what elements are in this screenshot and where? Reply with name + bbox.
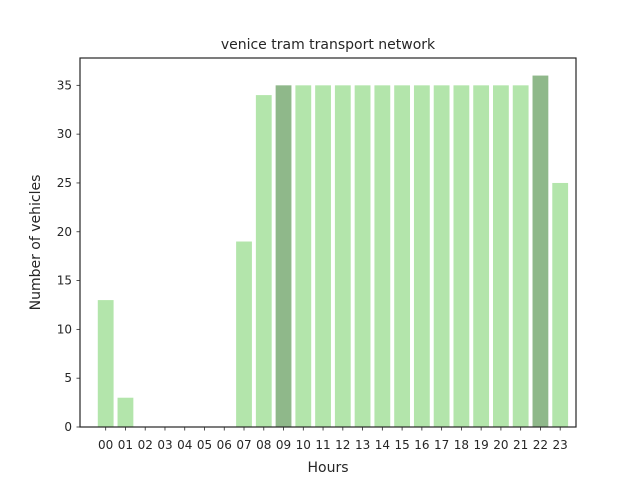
x-tick-label-02: 02 bbox=[138, 438, 153, 452]
bar-12 bbox=[334, 85, 351, 427]
bar-01 bbox=[117, 397, 134, 427]
x-tick-label-04: 04 bbox=[177, 438, 192, 452]
bar-15 bbox=[394, 85, 411, 427]
y-axis-label: Number of vehicles bbox=[28, 175, 44, 311]
x-tick-label-22: 22 bbox=[533, 438, 548, 452]
x-tick-label-19: 19 bbox=[474, 438, 489, 452]
bar-10 bbox=[295, 85, 312, 427]
y-tick-label-15: 15 bbox=[57, 274, 72, 288]
x-tick-label-08: 08 bbox=[256, 438, 271, 452]
x-tick-label-07: 07 bbox=[236, 438, 251, 452]
x-tick-label-23: 23 bbox=[553, 438, 568, 452]
x-tick-label-18: 18 bbox=[454, 438, 469, 452]
x-tick-label-05: 05 bbox=[197, 438, 212, 452]
x-tick-label-20: 20 bbox=[493, 438, 508, 452]
bar-18 bbox=[453, 85, 470, 427]
x-tick-label-16: 16 bbox=[414, 438, 429, 452]
y-tick-label-10: 10 bbox=[57, 322, 72, 336]
y-tick-label-25: 25 bbox=[57, 176, 72, 190]
x-tick-label-13: 13 bbox=[355, 438, 370, 452]
x-tick-label-11: 11 bbox=[315, 438, 330, 452]
bar-23 bbox=[552, 182, 569, 427]
bar-16 bbox=[413, 85, 430, 427]
bar-08 bbox=[255, 95, 272, 427]
bar-22 bbox=[532, 75, 549, 428]
bar-19 bbox=[473, 85, 490, 427]
y-tick-label-0: 0 bbox=[64, 420, 72, 434]
x-tick-label-01: 01 bbox=[118, 438, 133, 452]
x-axis-label: Hours bbox=[307, 460, 348, 476]
x-tick-label-06: 06 bbox=[217, 438, 232, 452]
y-tick-label-35: 35 bbox=[57, 78, 72, 92]
bar-17 bbox=[433, 85, 450, 427]
x-tick-label-00: 00 bbox=[98, 438, 113, 452]
plot-frame bbox=[79, 57, 577, 428]
bar-00 bbox=[97, 300, 114, 427]
y-tick-label-20: 20 bbox=[57, 225, 72, 239]
bars-group bbox=[97, 75, 569, 428]
bar-21 bbox=[512, 85, 529, 427]
x-tick-label-15: 15 bbox=[394, 438, 409, 452]
x-tick-label-09: 09 bbox=[276, 438, 291, 452]
bar-13 bbox=[354, 85, 371, 427]
y-axis-ticks: 0 5 10 15 20 25 30 35 bbox=[57, 78, 80, 434]
y-tick-label-5: 5 bbox=[64, 371, 72, 385]
bar-11 bbox=[315, 85, 331, 427]
x-tick-label-21: 21 bbox=[513, 438, 528, 452]
bar-09 bbox=[275, 85, 292, 427]
x-tick-label-17: 17 bbox=[434, 438, 449, 452]
x-axis-ticks: 00 01 02 03 04 05 06 07 08 09 10 11 12 13 14 15 16 17 18 19… bbox=[98, 427, 568, 452]
chart-title: venice tram transport network bbox=[221, 37, 436, 53]
x-tick-label-14: 14 bbox=[375, 438, 390, 452]
bar-14 bbox=[374, 85, 391, 427]
bar-20 bbox=[493, 85, 509, 427]
x-tick-label-03: 03 bbox=[157, 438, 172, 452]
y-tick-label-30: 30 bbox=[57, 127, 72, 141]
bar-07 bbox=[236, 241, 252, 427]
x-tick-label-12: 12 bbox=[335, 438, 350, 452]
x-tick-label-10: 10 bbox=[296, 438, 311, 452]
